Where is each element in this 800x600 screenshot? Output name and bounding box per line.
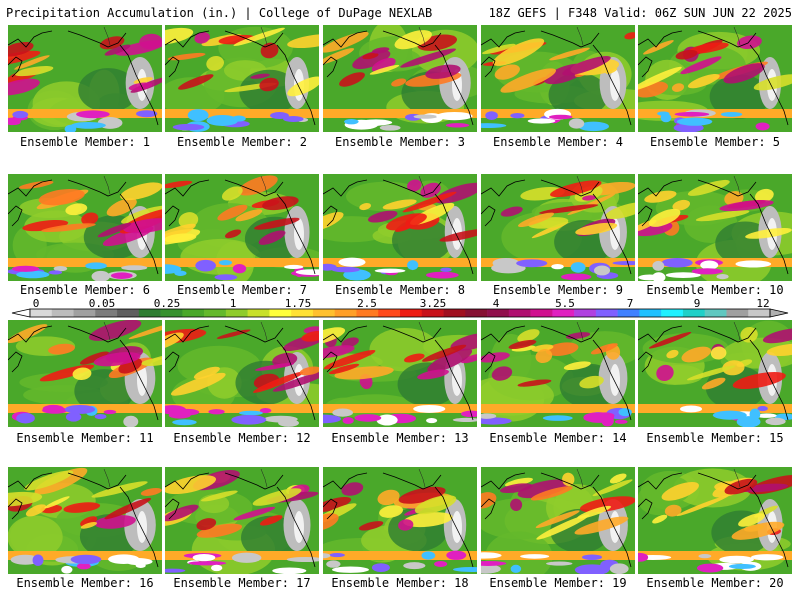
colorbar-tick-label: 2.5 [357,297,377,310]
colorbar-swatch [595,309,618,317]
colorbar-tick-label: 3.25 [419,297,447,310]
colorbar-tick-label: 12 [756,297,770,310]
ensemble-member-map [638,25,792,132]
colorbar-swatch [704,309,727,317]
colorbar-swatch [508,309,531,317]
colorbar-swatch [160,309,183,317]
ensemble-member-caption: Ensemble Member: 10 [646,283,784,297]
colorbar-swatch [487,309,510,317]
colorbar-tick-label: 4 [492,297,500,310]
colorbar-swatch [443,309,466,317]
precip-colorbar [0,296,800,320]
ensemble-member-map [165,174,319,281]
ensemble-member-map [323,174,477,281]
colorbar-swatch [291,309,314,317]
ensemble-member-caption: Ensemble Member: 7 [176,283,308,297]
ensemble-member-map [638,467,792,574]
run-valid-time: 18Z GEFS | F348 Valid: 06Z SUN JUN 22 20… [488,6,792,20]
colorbar-swatch [117,309,140,317]
ensemble-member-map [638,320,792,427]
ensemble-member-caption: Ensemble Member: 9 [492,283,624,297]
ensemble-member-caption: Ensemble Member: 1 [19,135,151,149]
colorbar-swatch [247,309,270,317]
colorbar-swatch [182,309,205,317]
ensemble-member-caption: Ensemble Member: 13 [331,431,469,445]
colorbar-tick-label: 0.05 [88,297,116,310]
colorbar-tick-label: 0.25 [153,297,181,310]
ensemble-member-caption: Ensemble Member: 5 [649,135,781,149]
colorbar-swatch [378,309,401,317]
colorbar-tick-label: 0 [32,297,40,310]
colorbar-tick-label: 5.5 [555,297,575,310]
colorbar-right-arrow [769,308,789,318]
ensemble-member-map [8,320,162,427]
colorbar-swatch [661,309,684,317]
colorbar-tick-label: 1.75 [284,297,312,310]
ensemble-member-map [481,320,635,427]
colorbar-swatch [639,309,662,317]
colorbar-swatch [312,309,336,317]
colorbar-swatch [574,309,597,317]
colorbar-tick-label: 9 [693,297,701,310]
ensemble-member-caption: Ensemble Member: 16 [16,576,154,590]
colorbar-swatch [51,309,74,317]
ensemble-member-caption: Ensemble Member: 20 [646,576,784,590]
colorbar-swatch [682,309,706,317]
colorbar-swatch [73,309,96,317]
colorbar-left-arrow [11,308,31,318]
colorbar-tick-label: 7 [626,297,634,310]
ensemble-member-caption: Ensemble Member: 4 [492,135,624,149]
ensemble-member-map [481,25,635,132]
colorbar-swatch [204,309,227,317]
colorbar-swatch [269,309,292,317]
ensemble-member-map [323,320,477,427]
ensemble-member-map [8,467,162,574]
map-title: Precipitation Accumulation (in.) | Colle… [6,6,433,20]
colorbar-swatch [400,309,423,317]
ensemble-member-caption: Ensemble Member: 15 [646,431,784,445]
ensemble-member-map [165,25,319,132]
ensemble-member-caption: Ensemble Member: 8 [334,283,466,297]
ensemble-member-map [8,25,162,132]
colorbar-swatch [465,309,488,317]
ensemble-member-caption: Ensemble Member: 19 [489,576,627,590]
colorbar-swatch [748,309,771,317]
ensemble-member-map [481,467,635,574]
ensemble-member-map [165,467,319,574]
colorbar-tick-label: 1 [229,297,237,310]
ensemble-member-map [323,467,477,574]
colorbar-swatch [356,309,379,317]
ensemble-member-caption: Ensemble Member: 12 [173,431,311,445]
ensemble-member-caption: Ensemble Member: 3 [334,135,466,149]
ensemble-member-map [638,174,792,281]
colorbar-swatch [225,309,248,317]
ensemble-member-caption: Ensemble Member: 17 [173,576,311,590]
ensemble-member-caption: Ensemble Member: 2 [176,135,308,149]
ensemble-member-map [323,25,477,132]
colorbar-swatch [617,309,640,317]
ensemble-member-map [8,174,162,281]
colorbar-swatch [552,309,575,317]
ensemble-member-caption: Ensemble Member: 18 [331,576,469,590]
ensemble-member-caption: Ensemble Member: 6 [19,283,151,297]
colorbar-swatch [138,309,161,317]
colorbar-swatch [530,309,553,317]
ensemble-member-caption: Ensemble Member: 14 [489,431,627,445]
colorbar-swatch [30,309,53,317]
colorbar-swatch [334,309,357,317]
colorbar-swatch [95,309,118,317]
colorbar-swatch [421,309,444,317]
ensemble-member-map [481,174,635,281]
ensemble-member-map [165,320,319,427]
ensemble-member-caption: Ensemble Member: 11 [16,431,154,445]
colorbar-swatch [726,309,749,317]
